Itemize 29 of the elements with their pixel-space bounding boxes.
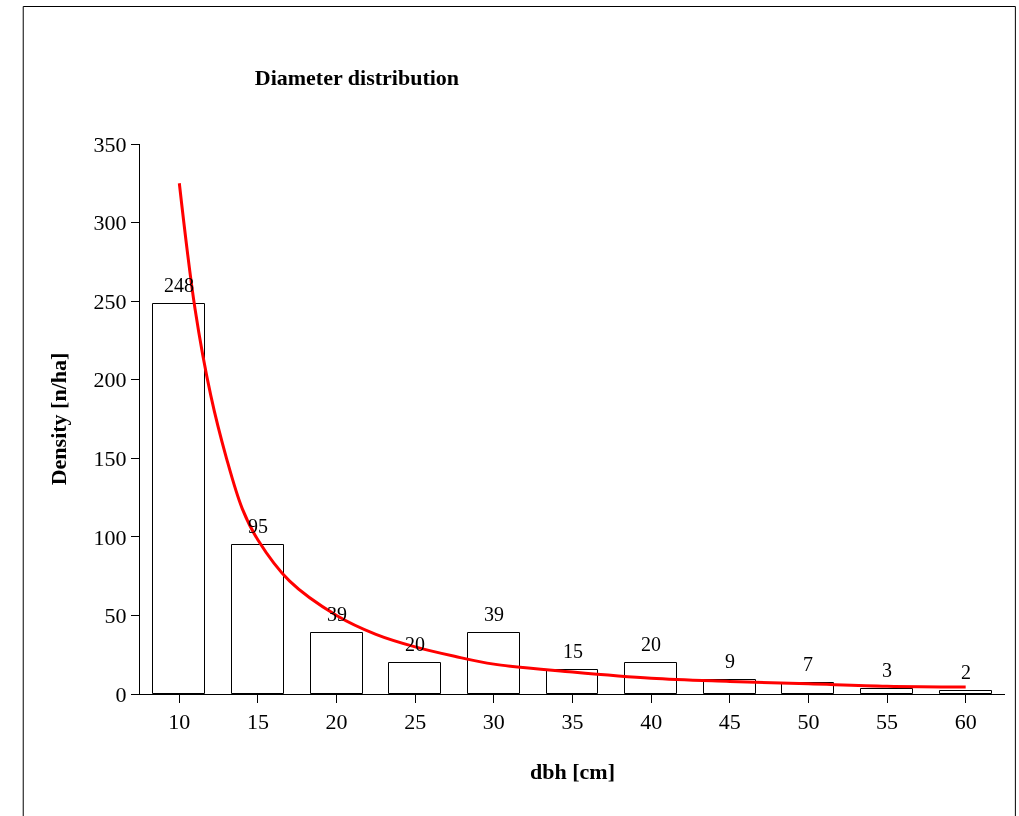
- x-tick-label: 35: [561, 709, 584, 735]
- y-tick-label: 150: [93, 445, 127, 471]
- data-label: 9: [725, 650, 735, 672]
- data-label: 3: [882, 659, 892, 681]
- x-tick-label: 25: [404, 709, 427, 735]
- y-tick-label: 250: [93, 288, 127, 314]
- x-tick-label: 45: [718, 709, 741, 735]
- data-label: 39: [484, 603, 504, 625]
- y-tick-label: 200: [93, 367, 127, 393]
- data-label: 7: [803, 653, 813, 675]
- x-tick-label: 10: [168, 709, 191, 735]
- y-tick-label: 300: [93, 210, 127, 236]
- y-tick-label: 50: [104, 603, 127, 629]
- data-label: 20: [641, 633, 661, 655]
- x-tick-label: 60: [954, 709, 977, 735]
- x-axis-title: dbh [cm]: [530, 759, 615, 785]
- y-tick-label: 350: [93, 131, 127, 157]
- y-tick-label: 100: [93, 524, 127, 550]
- chart-title: Diameter distribution: [254, 65, 460, 91]
- y-tick-label: 0: [115, 681, 127, 707]
- x-tick-label: 50: [797, 709, 820, 735]
- y-axis-title: Density [n/ha]: [46, 352, 72, 486]
- x-tick-label: 15: [246, 709, 269, 735]
- data-label: 15: [563, 640, 583, 662]
- x-tick-label: 40: [640, 709, 663, 735]
- data-label: 2: [961, 661, 971, 683]
- x-tick-label: 30: [482, 709, 505, 735]
- x-tick-label: 55: [876, 709, 899, 735]
- x-tick-label: 20: [325, 709, 348, 735]
